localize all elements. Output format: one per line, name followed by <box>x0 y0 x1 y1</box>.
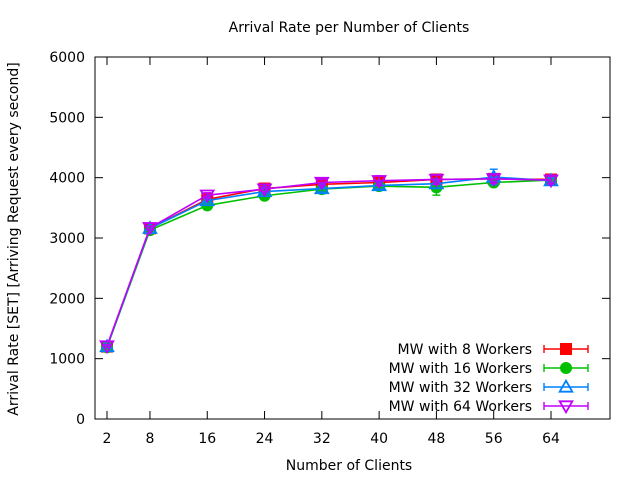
point-triangle-down-marker <box>558 400 574 415</box>
y-tick-label: 5000 <box>49 110 85 126</box>
point-triangle-down-marker <box>313 176 330 191</box>
series-line <box>106 179 552 348</box>
point-triangle-up-marker <box>428 175 445 190</box>
point-circle-marker <box>560 362 572 374</box>
x-tick-label: 2 <box>103 431 112 447</box>
point-triangle-up-marker <box>558 378 574 393</box>
x-tick-label: 64 <box>542 431 560 447</box>
y-tick-label: 1000 <box>49 352 85 368</box>
y-tick-label: 6000 <box>49 50 85 66</box>
point-triangle-down-marker <box>485 173 502 188</box>
legend: MW with 8 Workers MW with 16 Workers MW wi… <box>389 342 589 415</box>
x-tick-label: 40 <box>370 431 388 447</box>
legend-entry: MW with 16 Workers <box>389 361 589 377</box>
y-tick-label: 4000 <box>49 171 85 187</box>
series-2 <box>101 174 557 354</box>
x-tick-label: 48 <box>428 431 446 447</box>
x-tick-label: 32 <box>313 431 331 447</box>
series-4 <box>99 173 559 355</box>
point-triangle-up-marker <box>199 192 216 207</box>
series-3 <box>99 168 559 353</box>
series-layer <box>99 168 559 355</box>
y-tick-label: 2000 <box>49 291 85 307</box>
legend-entry: MW with 32 Workers <box>389 378 589 396</box>
point-triangle-down-marker <box>543 174 559 189</box>
y-tick-label: 0 <box>76 412 85 428</box>
point-triangle-down-marker <box>428 173 445 188</box>
legend-entry: MW with 64 Workers <box>389 399 589 415</box>
point-triangle-down-marker <box>371 175 388 189</box>
x-tick-label: 56 <box>485 431 503 447</box>
point-triangle-down-marker <box>142 222 158 236</box>
series-line <box>106 178 552 347</box>
series-1 <box>101 172 557 353</box>
plot-frame <box>94 56 611 420</box>
point-square-marker <box>560 343 572 355</box>
x-axis-ticks: 2 8 16 24 32 40 48 56 64 <box>103 57 560 447</box>
series-line <box>106 176 552 347</box>
point-triangle-down-marker <box>99 340 115 355</box>
legend-label: MW with 64 Workers <box>389 399 532 415</box>
x-tick-label: 16 <box>198 431 216 447</box>
x-tick-label: 8 <box>146 431 155 447</box>
point-triangle-down-marker <box>199 189 216 204</box>
series-line <box>106 178 552 347</box>
point-triangle-up-marker <box>371 177 388 192</box>
y-axis-ticks: 0 1000 2000 3000 4000 5000 6000 <box>49 50 610 428</box>
point-triangle-up-marker <box>313 180 330 195</box>
chart-title: Arrival Rate per Number of Clients <box>229 20 470 36</box>
legend-label: MW with 8 Workers <box>398 342 533 358</box>
legend-entry: MW with 8 Workers <box>398 342 589 358</box>
point-triangle-down-marker <box>256 183 273 198</box>
legend-label: MW with 32 Workers <box>389 380 532 396</box>
legend-label: MW with 16 Workers <box>389 361 532 377</box>
x-axis-label: Number of Clients <box>286 458 412 474</box>
y-tick-label: 3000 <box>49 231 85 247</box>
y-axis-label: Arrival Rate [SET] [Arriving Request eve… <box>6 62 22 415</box>
x-tick-label: 24 <box>256 431 274 447</box>
